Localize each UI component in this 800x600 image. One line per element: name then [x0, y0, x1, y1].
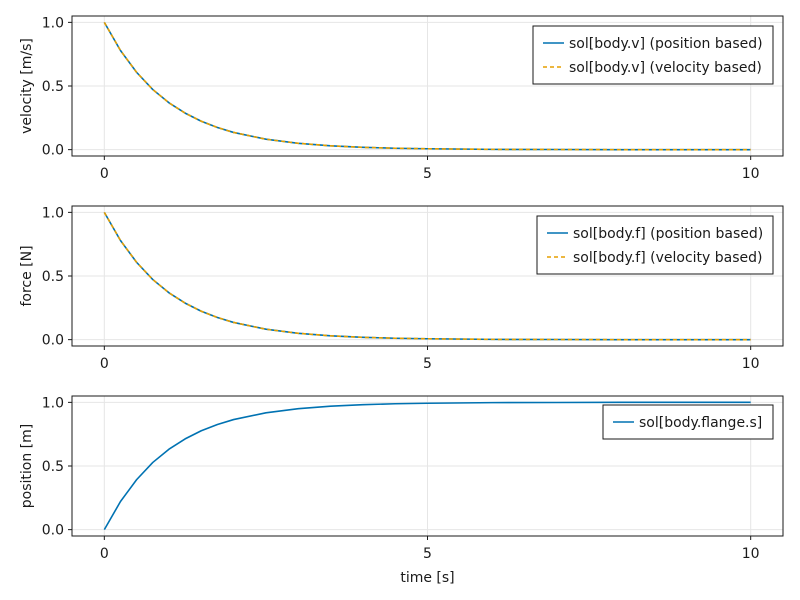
y-tick-label: 1.0 [42, 205, 64, 221]
x-tick-label: 10 [742, 166, 760, 182]
y-tick-label: 0.5 [42, 79, 64, 95]
y-tick-label: 1.0 [42, 15, 64, 31]
x-tick-label: 10 [742, 546, 760, 562]
x-axis-label: time [s] [400, 570, 454, 586]
legend-label: sol[body.flange.s] [639, 415, 762, 431]
legend-label: sol[body.v] (position based) [569, 36, 763, 52]
y-tick-label: 0.5 [42, 459, 64, 475]
x-tick-label: 5 [423, 546, 432, 562]
chart-panel-0: 0 5 10 0.0 0.5 1.0 velocity [m/s] sol[body.v] (… [19, 15, 784, 182]
x-tick-label: 5 [423, 356, 432, 372]
x-tick-label: 5 [423, 166, 432, 182]
series-line-1 [103, 21, 751, 151]
legend-label: sol[body.f] (velocity based) [573, 250, 762, 266]
series-line-0 [103, 401, 751, 531]
y-axis-label: velocity [m/s] [19, 38, 35, 134]
legend: sol[body.flange.s] [602, 404, 774, 440]
x-tick-label: 0 [100, 166, 109, 182]
legend-label: sol[body.v] (velocity based) [569, 60, 762, 76]
x-tick-label: 10 [742, 356, 760, 372]
legend: sol[body.v] (position based) sol[body.v] … [532, 25, 774, 85]
x-tick-label: 0 [100, 356, 109, 372]
series-line-1 [103, 211, 751, 341]
y-tick-label: 0.0 [42, 143, 64, 159]
y-tick-label: 1.0 [42, 395, 64, 411]
y-axis-label: position [m] [19, 424, 35, 508]
legend-box [536, 215, 774, 275]
legend-box [532, 25, 774, 85]
legend-label: sol[body.f] (position based) [573, 226, 763, 242]
y-tick-label: 0.0 [42, 523, 64, 539]
chart-panel-2: 0 5 10 0.0 0.5 1.0 position [m] time [s] sol[bod… [19, 395, 784, 586]
y-tick-label: 0.0 [42, 333, 64, 349]
chart-panel-1: 0 5 10 0.0 0.5 1.0 force [N] sol[body.f] (posit… [19, 205, 784, 372]
legend: sol[body.f] (position based) sol[body.f] … [536, 215, 774, 275]
y-axis-label: force [N] [19, 245, 35, 306]
x-tick-label: 0 [100, 546, 109, 562]
y-tick-label: 0.5 [42, 269, 64, 285]
